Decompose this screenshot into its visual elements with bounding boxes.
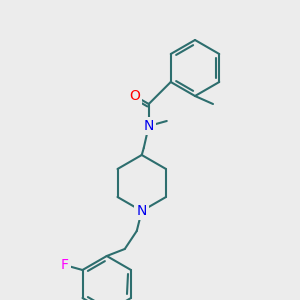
Text: F: F: [61, 258, 68, 272]
Text: N: N: [136, 204, 147, 218]
Text: N: N: [144, 119, 154, 133]
Text: O: O: [129, 89, 140, 103]
